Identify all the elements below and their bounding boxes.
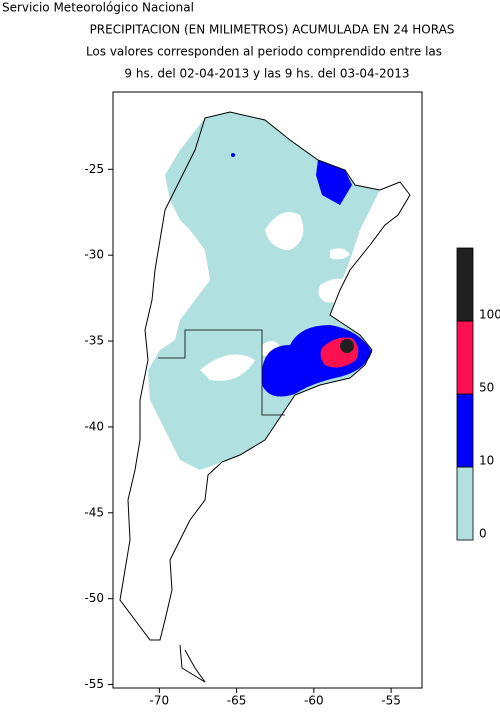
colorbar-segment: [456, 247, 474, 322]
x-tick-label: -60: [304, 694, 324, 708]
colorbar-segment: [456, 320, 474, 395]
colorbar-label: 50: [479, 381, 494, 395]
subtitle: 9 hs. del 02-04-2013 y las 9 hs. del 03-…: [124, 67, 409, 81]
map: [112, 91, 423, 689]
title: PRECIPITACION (EN MILIMETROS) ACUMULADA …: [90, 23, 455, 37]
colorbar-segment: [456, 466, 474, 541]
colorbar-segment: [456, 393, 474, 468]
y-tick-label: -45: [84, 505, 104, 519]
y-tick-label: -30: [84, 248, 104, 262]
x-tick-label: -55: [381, 694, 401, 708]
x-tick-label: -70: [150, 694, 170, 708]
colorbar-label: 100: [479, 308, 500, 322]
colorbar-label: 10: [479, 454, 494, 468]
subtitle: Los valores corresponden al periodo comp…: [86, 45, 442, 59]
y-tick-label: -25: [84, 162, 104, 176]
tierra-del-fuego: [179, 644, 206, 683]
axes: -70 -65 -60 -55 -25 -30 -35 -40 -45 -50 -55: [84, 162, 401, 708]
y-tick-label: -35: [84, 334, 104, 348]
rain-area-medium: [262, 160, 372, 397]
y-tick-label: -40: [84, 419, 104, 433]
province-border: [158, 329, 285, 416]
colorbar-label: 0: [479, 527, 487, 541]
agency: Servicio Meteorológico Nacional: [2, 1, 194, 15]
y-tick-label: -50: [84, 591, 104, 605]
country-border: [119, 111, 411, 641]
dry-area: [200, 212, 352, 381]
colorbar: 0 10 50 100: [456, 247, 500, 541]
rain-spot: [231, 153, 235, 157]
rain-area-extreme: [340, 339, 354, 353]
map-frame: [112, 91, 423, 689]
y-tick-label: -55: [84, 677, 104, 691]
x-tick-label: -65: [227, 694, 247, 708]
